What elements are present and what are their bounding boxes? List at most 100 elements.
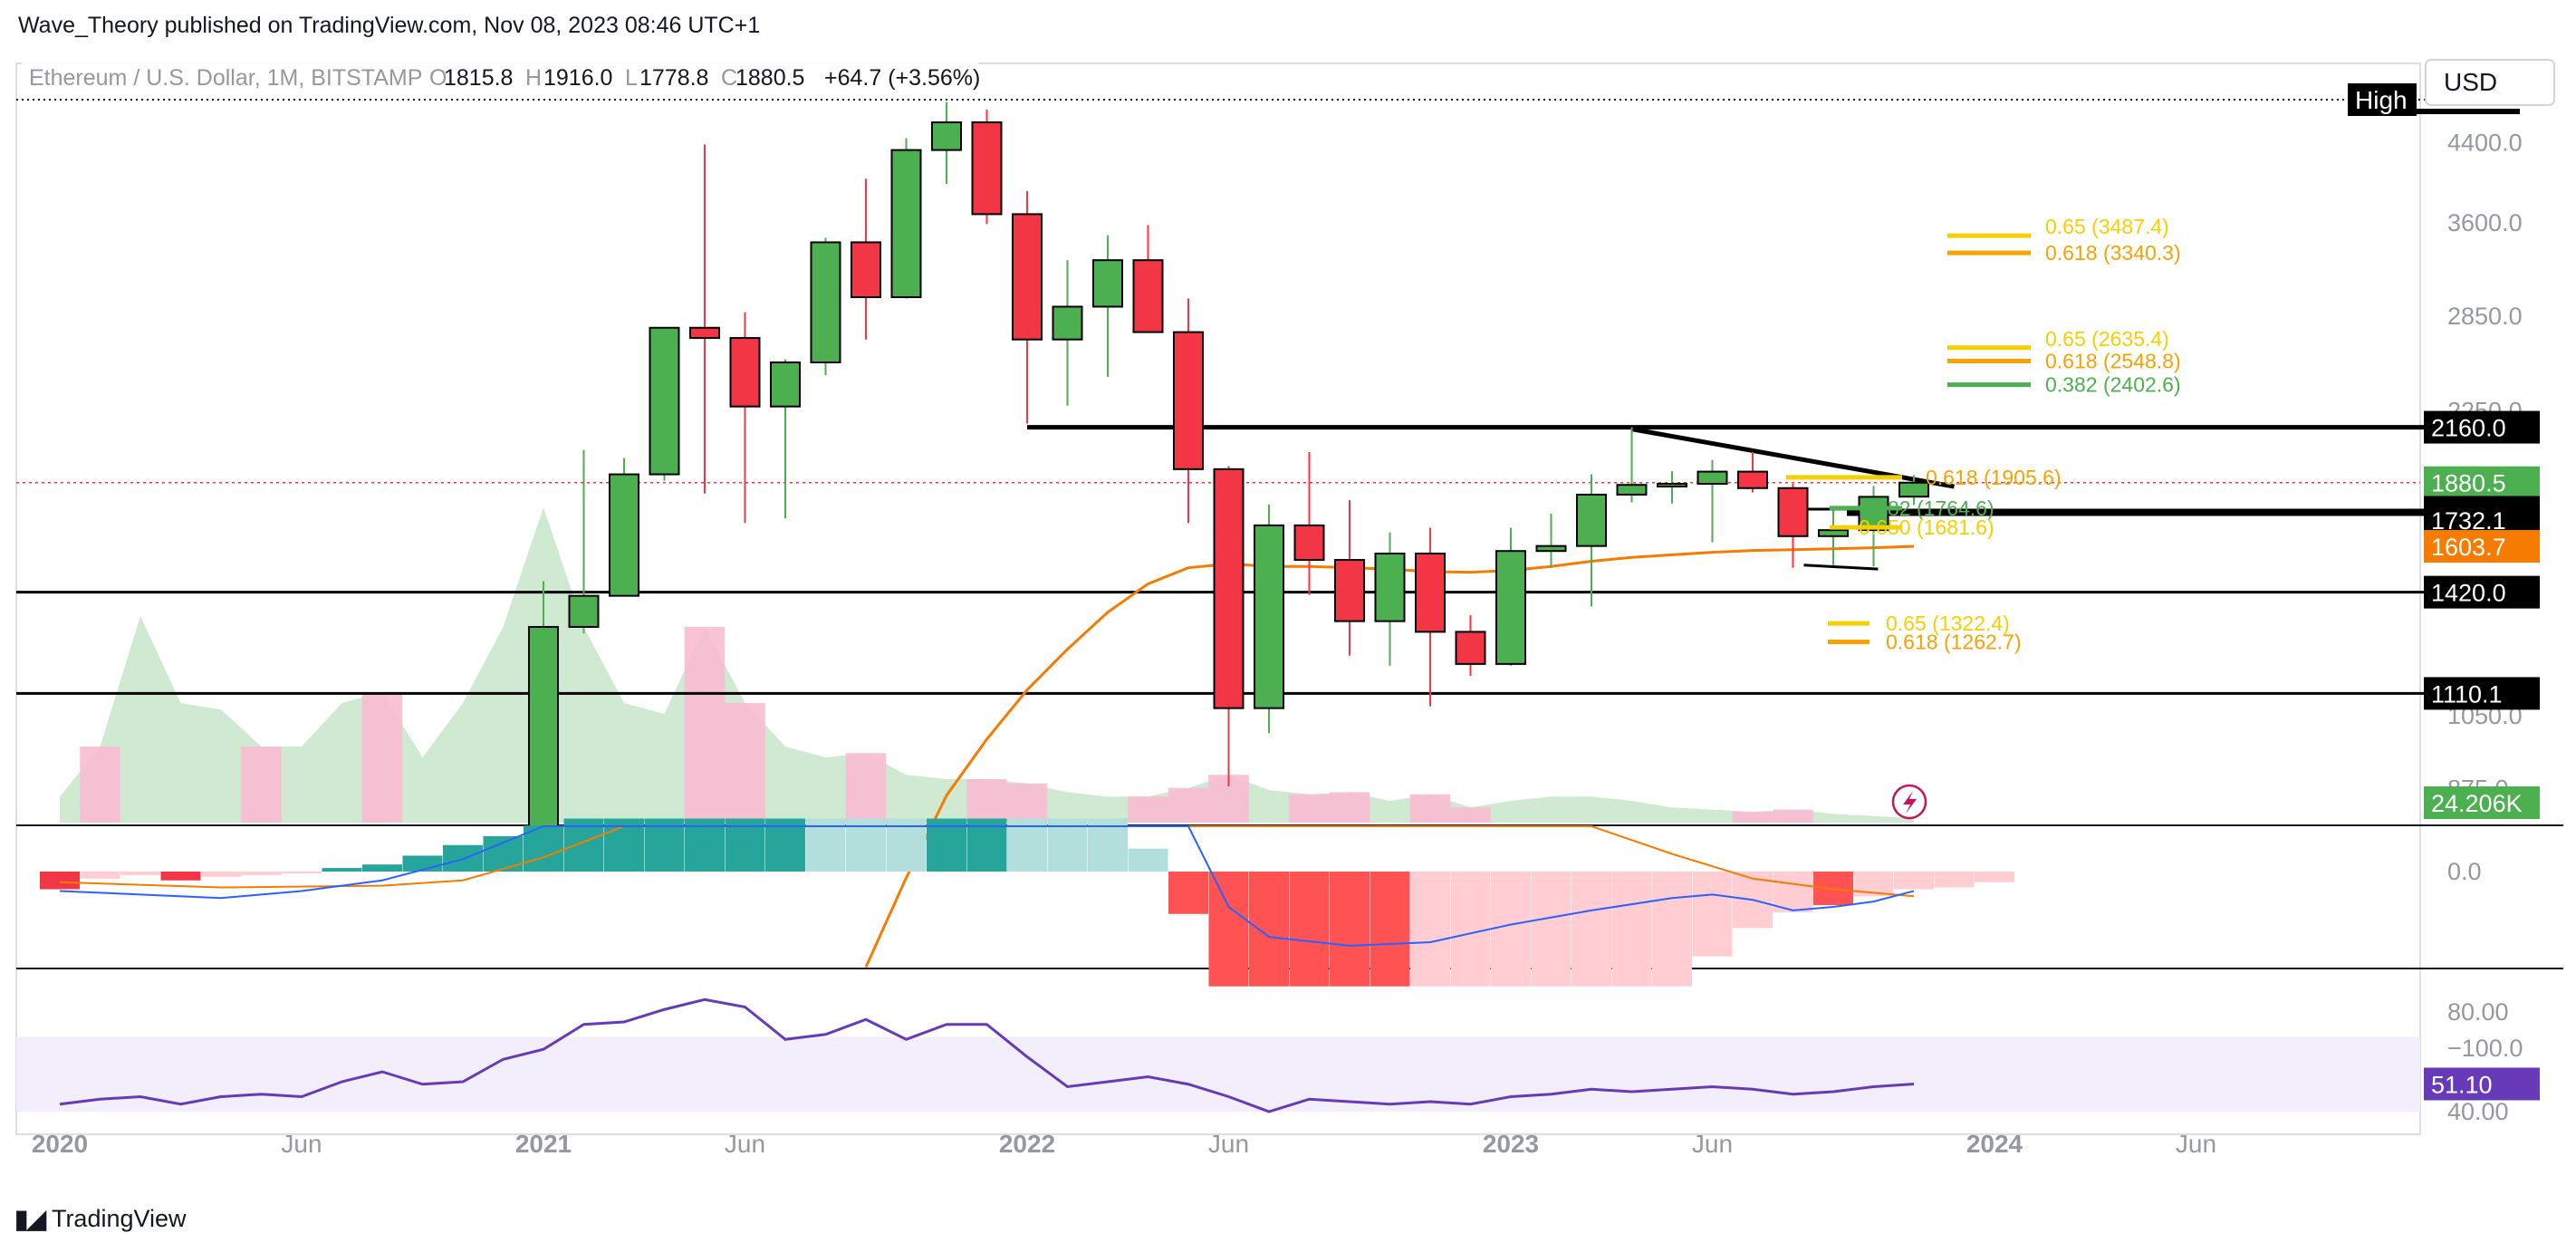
chart-frame	[15, 63, 2421, 1135]
volume-bar-28	[1168, 787, 1209, 823]
candle-2021-09[interactable]	[851, 241, 881, 299]
legend-o-label: O	[429, 65, 447, 91]
candle-2021-04[interactable]	[649, 326, 680, 476]
rsi-line	[59, 997, 1915, 1113]
candle-2022-12[interactable]	[1455, 631, 1486, 665]
fib-label-2: 0.65 (2635.4)	[2045, 327, 2169, 351]
candle-2023-03[interactable]	[1576, 493, 1607, 547]
volume-badge	[2424, 786, 2540, 819]
lower-trendline	[1803, 564, 1879, 571]
candle-2022-07[interactable]	[1254, 524, 1284, 709]
price-badge-5	[2424, 575, 2540, 609]
volume-area	[60, 507, 1914, 823]
candle-2023-07[interactable]	[1737, 470, 1768, 489]
candle-2021-05[interactable]	[689, 326, 720, 340]
macd-histogram-bar-12	[524, 825, 563, 872]
volume-bar-20	[845, 753, 887, 823]
macd-histogram-bar-2	[120, 872, 160, 875]
macd-histogram-bar-32	[1330, 872, 1370, 987]
candle-2022-01[interactable]	[1012, 213, 1043, 341]
candle-2022-10[interactable]	[1374, 552, 1406, 622]
candle-2021-08[interactable]	[810, 241, 841, 364]
macd-histogram-bar-19	[805, 818, 846, 872]
candle-2022-09[interactable]	[1334, 559, 1365, 622]
macd-histogram-bar-20	[846, 818, 886, 872]
candle-2023-06[interactable]	[1697, 470, 1728, 486]
macd-tick-0: 0.0	[2447, 858, 2482, 885]
fib-label-0: 0.65 (3487.4)	[2045, 215, 2169, 238]
price-badge-label-6: 1110.1	[2431, 680, 2503, 708]
fib-label-6: 0.382 (1764.6)	[1859, 496, 1994, 520]
volume-bar-34	[1409, 794, 1451, 823]
candle-2022-02[interactable]	[1052, 305, 1083, 341]
macd-histogram-bar-43	[1773, 872, 1813, 912]
price-badge-label-5: 1420.0	[2431, 580, 2506, 607]
macd-histogram-bar-14	[604, 818, 644, 872]
macd-histogram-bar-15	[644, 818, 685, 872]
candle-2021-11[interactable]	[931, 121, 962, 151]
macd-histogram-bar-26	[1088, 818, 1128, 872]
candle-2021-10[interactable]	[890, 149, 922, 299]
tradingview-logo-icon: ▮◢	[14, 1205, 46, 1233]
candle-2022-04[interactable]	[1132, 259, 1164, 333]
candle-2023-05[interactable]	[1657, 483, 1687, 488]
candle-2021-02[interactable]	[568, 594, 600, 628]
macd-line	[59, 825, 1915, 947]
macd-histogram-bar-24	[1007, 818, 1047, 872]
macd-histogram-bar-35	[1450, 872, 1491, 987]
rsi-badge	[2424, 1067, 2540, 1101]
rsi-band	[16, 1036, 2420, 1112]
legend-backdrop	[22, 62, 978, 96]
tradingview-brand[interactable]: ▮◢ TradingView	[14, 1204, 187, 1234]
legend-symbol: Ethereum / U.S. Dollar, 1M, BITSTAMP	[29, 65, 422, 91]
macd-histogram-bar-31	[1289, 872, 1330, 987]
candle-2023-09[interactable]	[1818, 529, 1849, 537]
candle-2022-03[interactable]	[1092, 259, 1123, 308]
volume-bar-32	[1329, 792, 1370, 823]
time-tick-8: 2024	[1966, 1130, 2023, 1158]
rsi-badge-label: 51.10	[2431, 1071, 2493, 1098]
macd-histogram-bar-38	[1572, 872, 1611, 987]
candle-2022-05[interactable]	[1173, 331, 1204, 470]
rsi-tick-0: 80.00	[2447, 998, 2509, 1026]
currency-button[interactable]	[2425, 59, 2555, 106]
candle-2023-08[interactable]	[1777, 487, 1809, 537]
volume-bar-24	[1006, 783, 1048, 823]
macd-histogram-bar-48	[1975, 872, 2014, 882]
candle-2023-02[interactable]	[1535, 544, 1567, 553]
legend-l-label: L	[625, 65, 638, 91]
candle-2022-08[interactable]	[1293, 524, 1325, 562]
candle-2023-01[interactable]	[1495, 550, 1526, 665]
candle-2021-03[interactable]	[609, 473, 639, 597]
alert-lightning-icon[interactable]	[1891, 784, 1927, 820]
candle-2021-06[interactable]	[729, 337, 761, 408]
candle-2023-04[interactable]	[1616, 484, 1648, 496]
candle-2023-10[interactable]	[1858, 496, 1889, 532]
legend-c-value: 1880.5	[735, 65, 804, 91]
time-tick-0: 2020	[32, 1130, 88, 1158]
candle-2021-07[interactable]	[770, 361, 801, 408]
legend-change: +64.7 (+3.56%)	[824, 65, 980, 91]
fib-label-9: 0.65 (1322.4)	[1886, 612, 2010, 635]
macd-histogram-bar-17	[725, 818, 765, 872]
legend-h-value: 1916.0	[543, 65, 612, 91]
candle-2022-11[interactable]	[1415, 552, 1446, 633]
legend-o-value: 1815.8	[444, 65, 513, 91]
macd-histogram-bar-39	[1611, 872, 1652, 987]
lightning-glyph-icon	[1903, 791, 1917, 814]
legend-c-label: C	[721, 65, 737, 91]
candle-2021-01[interactable]	[528, 625, 559, 859]
macd-histogram-bar-40	[1652, 872, 1692, 987]
macd-histogram-bar-6	[282, 872, 322, 873]
macd-histogram-bar-3	[160, 872, 201, 881]
macd-histogram-bar-0	[40, 872, 80, 890]
macd-histogram-bar-30	[1249, 872, 1289, 987]
time-tick-7: Jun	[1692, 1130, 1733, 1158]
candle-2022-06[interactable]	[1213, 467, 1245, 709]
time-tick-9: Jun	[2176, 1130, 2216, 1158]
candle-2023-11[interactable]	[1898, 481, 1929, 498]
candle-2021-12[interactable]	[971, 121, 1003, 216]
macd-histogram-bar-22	[927, 818, 966, 872]
volume-bar-1	[80, 747, 120, 823]
